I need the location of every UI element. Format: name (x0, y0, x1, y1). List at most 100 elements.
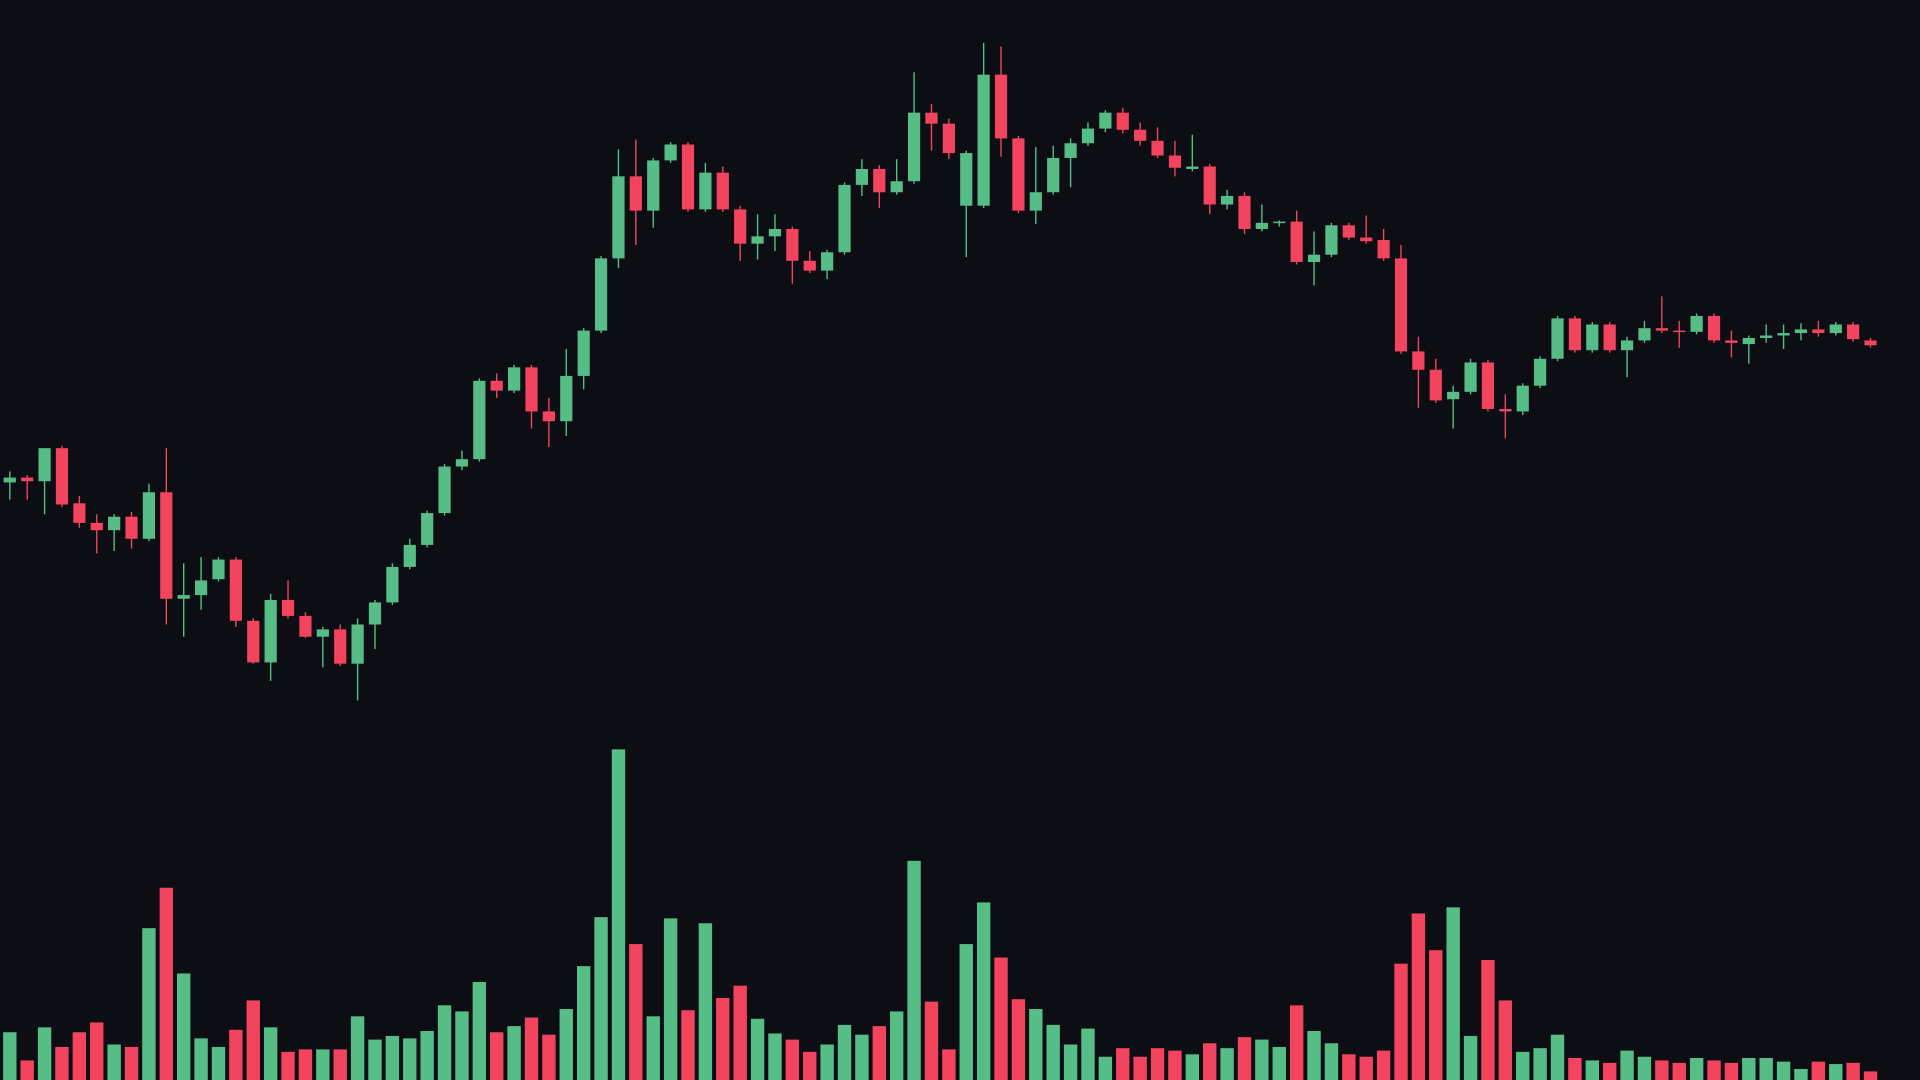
volume-bar (507, 1026, 521, 1080)
candle-body (403, 544, 416, 567)
volume-bar (1220, 1048, 1234, 1080)
candle-body (1638, 328, 1651, 341)
volume-bar (820, 1044, 834, 1080)
candle-body (629, 176, 642, 211)
volume-bar (37, 1027, 52, 1080)
volume-bar (298, 1049, 313, 1080)
volume-bar (420, 1031, 434, 1080)
volume-bar (872, 1026, 886, 1080)
candle-body (1394, 258, 1408, 352)
volume-bar (663, 918, 678, 1080)
volume-bar (1359, 1056, 1373, 1080)
volume-bar (229, 1029, 243, 1080)
candle-body (960, 153, 973, 206)
candle-body (1812, 329, 1825, 334)
candle-body (1203, 166, 1216, 205)
volume-bar (1811, 1061, 1826, 1080)
volume-bar (942, 1049, 956, 1080)
candle-body (977, 74, 990, 206)
candle-body (247, 620, 260, 663)
volume-bar (1568, 1057, 1582, 1080)
volume-bar (142, 928, 156, 1080)
volume-bar (1203, 1043, 1217, 1080)
volume-bar (629, 944, 643, 1080)
candle-body (751, 236, 764, 244)
candle-body (734, 209, 747, 244)
volume-bar (889, 1011, 904, 1080)
candle-body (1186, 166, 1199, 169)
volume-bar (1376, 1050, 1391, 1080)
candle-body (699, 172, 712, 210)
volume-bar (994, 957, 1008, 1080)
volume-bar (542, 1034, 556, 1080)
volume-bar (837, 1024, 852, 1080)
candle-body (386, 566, 399, 603)
candle-body (281, 600, 295, 616)
candle-body (368, 602, 382, 625)
candle-body (1568, 318, 1581, 351)
candle-body (1673, 330, 1686, 333)
volume-bar (576, 966, 591, 1080)
volume-bar (1620, 1050, 1634, 1080)
candle-body (21, 477, 34, 482)
candle-body (194, 580, 208, 596)
volume-bar (194, 1038, 208, 1080)
candle-body (1690, 315, 1703, 332)
candle-body (681, 144, 695, 210)
candle-body (1047, 157, 1060, 193)
volume-bar (385, 1035, 400, 1080)
volume-bar (350, 1016, 365, 1080)
volume-bar (768, 1033, 782, 1080)
volume-bar (437, 1005, 452, 1080)
volume-bar (646, 1016, 660, 1080)
volume-bar (611, 749, 626, 1080)
candle-body (1603, 324, 1616, 351)
candle-body (525, 367, 538, 412)
candle-body (803, 260, 816, 271)
candle-body (612, 176, 625, 259)
volume-bar (1255, 1039, 1269, 1080)
candle-body (664, 144, 677, 161)
volume-bar (368, 1039, 382, 1080)
volume-bar (1429, 950, 1443, 1080)
volume-bar (177, 973, 191, 1080)
candle-body (1273, 221, 1286, 224)
volume-bar (1846, 1062, 1860, 1080)
candle-body (334, 629, 347, 664)
volume-bar (403, 1038, 417, 1080)
volume-bar (1724, 1062, 1739, 1080)
volume-bar (1759, 1057, 1773, 1080)
candle-body (125, 516, 138, 539)
volume-bar (803, 1051, 817, 1080)
volume-bar (490, 1032, 504, 1080)
candle-body (473, 380, 486, 460)
candle-body (647, 160, 660, 211)
candle-body (1447, 391, 1460, 400)
volume-bar (1533, 1048, 1547, 1080)
volume-bar (1063, 1044, 1078, 1080)
candle-body (1516, 385, 1529, 412)
volume-bar (1185, 1054, 1200, 1080)
candle-body (1586, 324, 1599, 351)
candle-body (716, 172, 729, 210)
candle-body (1012, 138, 1025, 211)
candle-body (1742, 337, 1755, 345)
candle-body (577, 330, 590, 376)
candle-body (1168, 155, 1182, 168)
volume-bar (333, 1049, 347, 1080)
candle-body (438, 466, 451, 514)
volume-bar (3, 1032, 17, 1080)
candle-body (1412, 351, 1425, 370)
candle-body (1481, 362, 1495, 409)
candle-body (1290, 221, 1303, 263)
volume-bar (594, 917, 608, 1080)
volume-bar (1168, 1050, 1182, 1080)
volume-bar (1672, 1062, 1686, 1080)
candle-body (1081, 128, 1095, 144)
candle-body (1864, 340, 1877, 346)
volume-bar (1046, 1024, 1060, 1080)
volume-bar (1742, 1057, 1756, 1080)
candle-body (1794, 329, 1808, 334)
